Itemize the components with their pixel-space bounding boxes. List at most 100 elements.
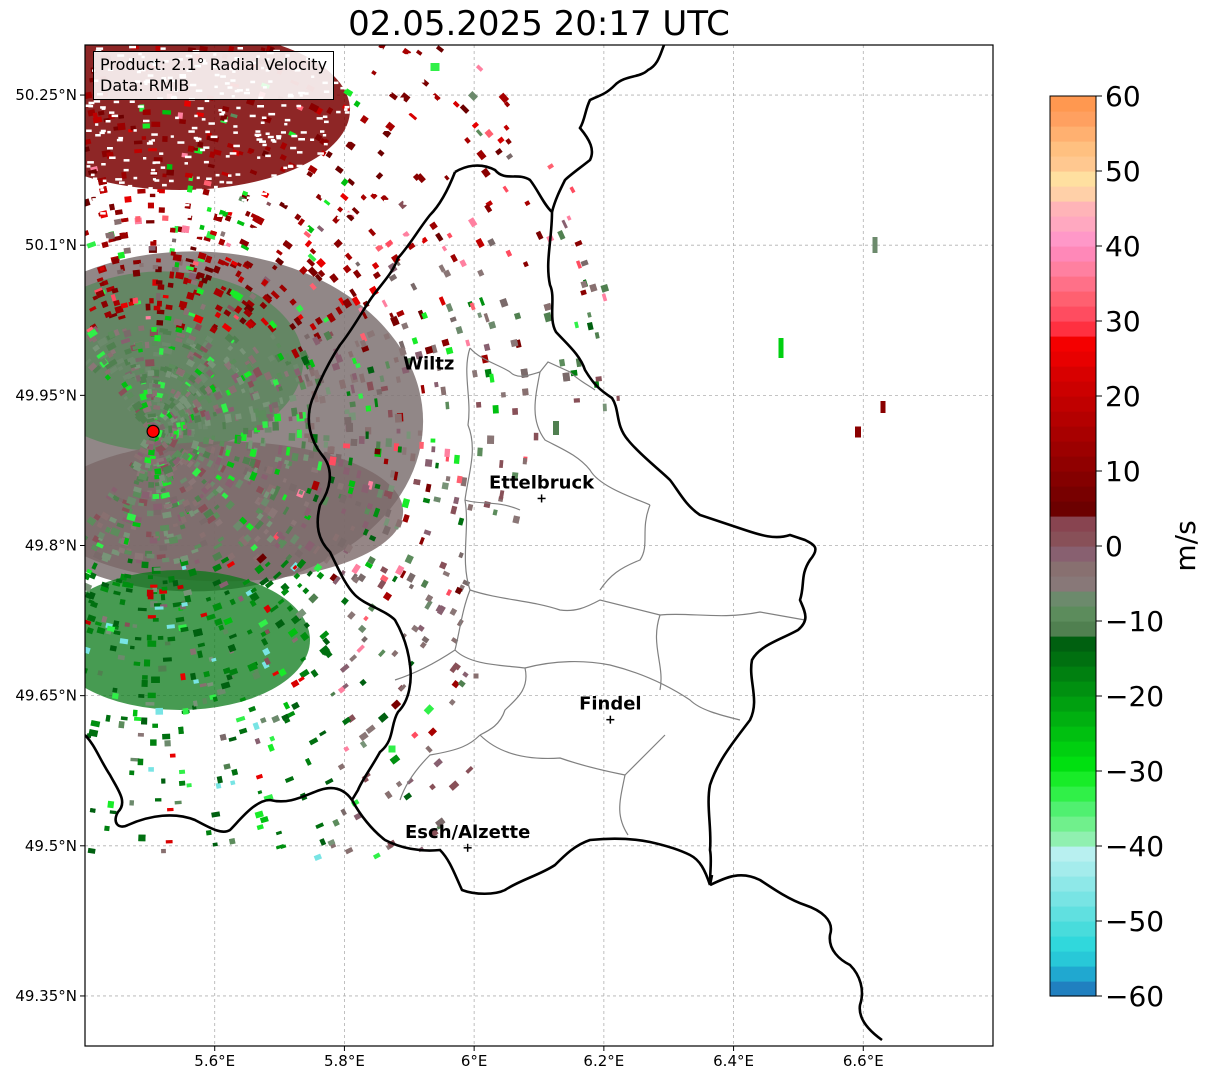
echo-gate — [118, 387, 128, 397]
echo-gap — [420, 147, 426, 151]
echo-gate — [483, 501, 491, 509]
colorbar-strip — [1050, 501, 1096, 517]
echo-gate — [498, 92, 510, 104]
echo-gap — [133, 176, 138, 180]
echo-gate — [500, 391, 506, 398]
echo-gate — [196, 650, 204, 659]
echo-gate — [406, 572, 416, 583]
echo-gate — [402, 447, 407, 455]
echo-gap — [385, 91, 392, 94]
colorbar-strip — [1050, 531, 1096, 547]
echo-gate — [382, 591, 393, 602]
echo-gap — [285, 214, 289, 217]
echo-gate — [166, 624, 175, 629]
echo-gate — [185, 337, 195, 346]
echo-gate — [162, 580, 168, 585]
echo-gap — [194, 200, 200, 203]
echo-gate — [510, 339, 519, 348]
echo-gap — [358, 96, 363, 99]
echo-gate — [259, 301, 268, 310]
echo-gate — [168, 536, 179, 545]
echo-gate — [269, 735, 276, 742]
echo-gate — [243, 427, 249, 435]
echo-gate — [160, 488, 166, 493]
echo-gate — [188, 312, 197, 318]
echo-gate — [112, 235, 122, 242]
echo-gate — [132, 269, 141, 277]
echo-gate — [253, 535, 261, 543]
echo-gate — [403, 792, 413, 801]
colorbar-strip — [1050, 606, 1096, 622]
echo-gate — [355, 362, 361, 369]
echo-gate — [115, 357, 125, 366]
echo-gate — [475, 64, 484, 72]
echo-gate — [113, 126, 119, 131]
echo-gap — [253, 192, 258, 196]
y-tick-label: 49.35°N — [15, 987, 77, 1005]
echo-gate — [130, 363, 137, 369]
colorbar-tick-label: −40 — [1105, 830, 1164, 863]
echo-gap — [328, 194, 334, 198]
echo-gate — [212, 265, 221, 274]
echo-gate — [365, 405, 372, 412]
echo-gate — [212, 696, 218, 702]
echo-gate — [164, 538, 170, 544]
echo-gate — [345, 140, 356, 151]
echo-gap — [307, 178, 312, 182]
colorbar-strip — [1050, 951, 1096, 967]
echo-gate — [214, 518, 223, 527]
colorbar-tick-label: 60 — [1105, 80, 1141, 113]
echo-gap — [381, 192, 387, 196]
echo-gate — [169, 753, 176, 758]
echo-gate — [93, 513, 101, 521]
echo-gate — [502, 185, 509, 193]
echo-gap — [256, 138, 263, 141]
echo-gate — [196, 288, 205, 295]
echo-gate — [310, 466, 319, 474]
echo-gate — [419, 641, 427, 649]
echo-gate — [215, 474, 223, 481]
colorbar-tick-label: 10 — [1105, 455, 1141, 488]
echo-gate — [150, 458, 157, 465]
echo-gate — [87, 328, 98, 339]
echo-gate — [232, 520, 244, 532]
echo-gate — [166, 169, 175, 176]
echo-gate — [188, 568, 197, 577]
echo-gate — [131, 400, 143, 412]
canton-border — [599, 504, 651, 591]
echo-gate — [224, 215, 232, 222]
echo-gate — [212, 602, 223, 612]
echo-gate — [175, 326, 183, 334]
echo-gate — [358, 373, 366, 384]
echo-gate — [263, 371, 273, 381]
echo-gate — [95, 289, 106, 299]
echo-gap — [182, 191, 186, 194]
echo-gate — [267, 743, 275, 752]
echo-gate — [339, 494, 347, 504]
colorbar-tick-label: −10 — [1105, 605, 1164, 638]
echo-gate — [344, 847, 354, 855]
echo-gate — [147, 615, 156, 619]
colorbar-strip — [1050, 936, 1096, 952]
echo-gap — [358, 45, 363, 49]
echo-gate — [123, 247, 132, 254]
echo-gap — [437, 67, 442, 70]
echo-gate — [383, 517, 390, 527]
echo-gate — [435, 817, 446, 828]
echo-gate — [141, 491, 150, 499]
echo-gap — [148, 140, 153, 143]
echo-gate — [419, 536, 425, 545]
echo-gap — [403, 145, 408, 148]
echo-gate — [146, 510, 154, 517]
echo-gap — [284, 118, 291, 122]
echo-gate — [297, 544, 303, 550]
echo-gate — [207, 359, 217, 369]
echo-gate — [194, 494, 202, 503]
echo-gap — [92, 198, 98, 201]
echo-gate — [268, 320, 278, 329]
echo-gate — [285, 446, 291, 456]
echo-gate — [322, 637, 331, 646]
echo-gate — [440, 386, 447, 396]
colorbar-strip — [1050, 681, 1096, 697]
echo-gap — [276, 135, 282, 138]
